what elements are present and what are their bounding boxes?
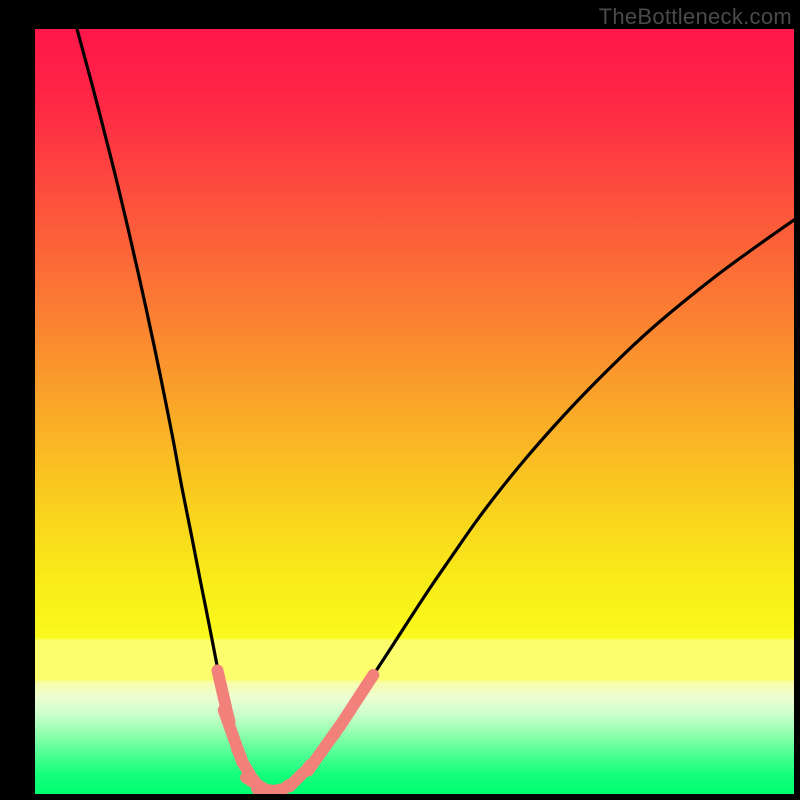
border-bottom <box>0 794 800 800</box>
border-left <box>0 0 35 800</box>
border-right <box>794 0 800 800</box>
plot-background <box>35 29 794 794</box>
watermark-text: TheBottleneck.com <box>599 4 792 30</box>
chart-frame: TheBottleneck.com <box>0 0 800 800</box>
chart-svg <box>0 0 800 800</box>
accent-pill <box>367 675 374 685</box>
